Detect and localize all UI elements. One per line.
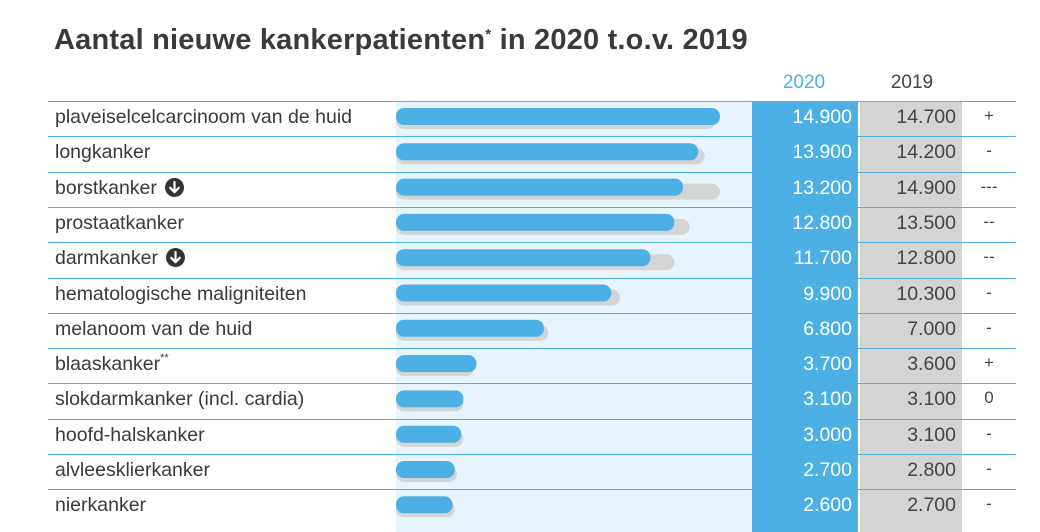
arrow-down-icon	[164, 177, 184, 197]
value-2020: 3.000	[803, 423, 852, 446]
row-label: longkanker	[55, 141, 151, 164]
table-row: plaveiselcelcarcinoom van de huid 14.900 1…	[48, 101, 1016, 136]
change-indicator: -	[986, 494, 992, 514]
bar-area-background	[396, 101, 752, 532]
row-divider	[48, 348, 1016, 350]
row-divider	[48, 489, 1016, 491]
value-2019: 14.700	[896, 106, 956, 128]
row-label: hematologische maligniteiten	[55, 282, 307, 305]
table-row: nierkanker 2.600 2.700 -	[48, 489, 1016, 524]
row-label: hoofd-halskanker	[55, 423, 205, 446]
row-divider	[48, 418, 1016, 420]
value-2020: 14.900	[792, 106, 852, 128]
value-2020: 13.900	[792, 141, 852, 164]
bar-2020	[396, 496, 453, 514]
value-2019: 14.200	[896, 141, 956, 164]
value-2020: 3.100	[803, 388, 852, 411]
row-label: melanoom van de huid	[55, 317, 253, 340]
value-2019: 3.600	[907, 353, 956, 376]
change-indicator: ---	[980, 176, 998, 196]
value-2019: 7.000	[907, 317, 956, 340]
value-2019: 14.900	[896, 176, 956, 199]
table-row: prostaatkanker 12.800 13.500 --	[48, 207, 1016, 242]
table-row: alvleesklierkanker 2.700 2.800 -	[48, 454, 1016, 489]
value-2019: 10.300	[896, 282, 956, 305]
row-label: prostaatkanker	[55, 211, 184, 234]
table-row: darmkanker 11.700 12.800 --	[48, 242, 1016, 277]
row-label: darmkanker	[55, 247, 185, 270]
row-divider	[48, 242, 1016, 244]
row-divider	[48, 171, 1016, 173]
bar-2020	[396, 390, 464, 408]
bar-2020	[396, 143, 699, 161]
change-indicator: -	[986, 282, 992, 302]
bar-2020	[396, 425, 462, 443]
row-label: plaveiselcelcarcinoom van de huid	[55, 106, 353, 128]
value-2020: 13.200	[792, 176, 852, 199]
arrow-down-icon	[165, 248, 185, 268]
value-2020: 2.700	[803, 459, 852, 481]
bar-2020	[396, 108, 720, 125]
value-2019: 2.800	[907, 459, 956, 481]
value-2020: 9.900	[803, 282, 852, 305]
row-divider	[48, 312, 1016, 314]
value-2020: 3.700	[803, 353, 852, 376]
table-row: blaaskanker** 3.700 3.600 +	[48, 348, 1016, 383]
change-indicator: --	[983, 211, 995, 231]
change-indicator: --	[983, 247, 995, 267]
value-2019: 12.800	[896, 247, 956, 270]
chart-title: Aantal nieuwe kankerpatienten* in 2020 t…	[54, 24, 748, 56]
row-label: alvleesklierkanker	[55, 459, 210, 481]
bar-2020	[396, 178, 684, 196]
change-indicator: -	[986, 141, 992, 161]
bar-2020	[396, 355, 477, 373]
value-2020: 6.800	[803, 317, 852, 340]
row-divider	[48, 277, 1016, 279]
change-indicator: -	[986, 317, 992, 337]
row-divider	[48, 454, 1016, 455]
column-band-2020	[752, 101, 858, 532]
bar-2020	[396, 213, 675, 231]
row-label: nierkanker	[55, 494, 147, 517]
change-indicator: -	[986, 423, 992, 443]
bar-2020	[396, 249, 651, 267]
table-row: borstkanker 13.200 14.900 ---	[48, 172, 1016, 207]
change-indicator: +	[984, 353, 994, 373]
row-label: borstkanker	[55, 177, 184, 200]
table-row: hematologische maligniteiten 9.900 10.300 -	[48, 278, 1016, 313]
bar-2020	[396, 319, 544, 337]
value-2020: 2.600	[803, 494, 852, 517]
change-indicator: -	[986, 459, 992, 478]
table-row: hoofd-halskanker 3.000 3.100 -	[48, 419, 1016, 454]
value-2020: 12.800	[792, 211, 852, 234]
value-2020: 11.700	[793, 247, 852, 270]
row-label: slokdarmkanker (incl. cardia)	[55, 388, 305, 411]
bar-2020	[396, 461, 455, 478]
row-divider	[48, 136, 1016, 138]
change-indicator: 0	[984, 388, 994, 408]
value-2019: 2.700	[907, 494, 956, 517]
column-header-2020: 2020	[782, 72, 826, 93]
table-row: longkanker 13.900 14.200 -	[48, 136, 1016, 171]
table-row: slokdarmkanker (incl. cardia) 3.100 3.100 0	[48, 383, 1016, 418]
row-label: blaaskanker**	[55, 352, 169, 376]
value-2019: 3.100	[907, 388, 956, 411]
value-2019: 13.500	[896, 211, 956, 234]
column-header-2019: 2019	[890, 72, 934, 93]
column-band-2019	[860, 101, 962, 532]
row-divider	[48, 206, 1016, 208]
table-row: melanoom van de huid 6.800 7.000 -	[48, 313, 1016, 348]
row-divider	[48, 383, 1016, 385]
row-divider	[48, 101, 1016, 102]
bar-2020	[396, 284, 612, 302]
value-2019: 3.100	[907, 423, 956, 446]
change-indicator: +	[984, 106, 994, 125]
